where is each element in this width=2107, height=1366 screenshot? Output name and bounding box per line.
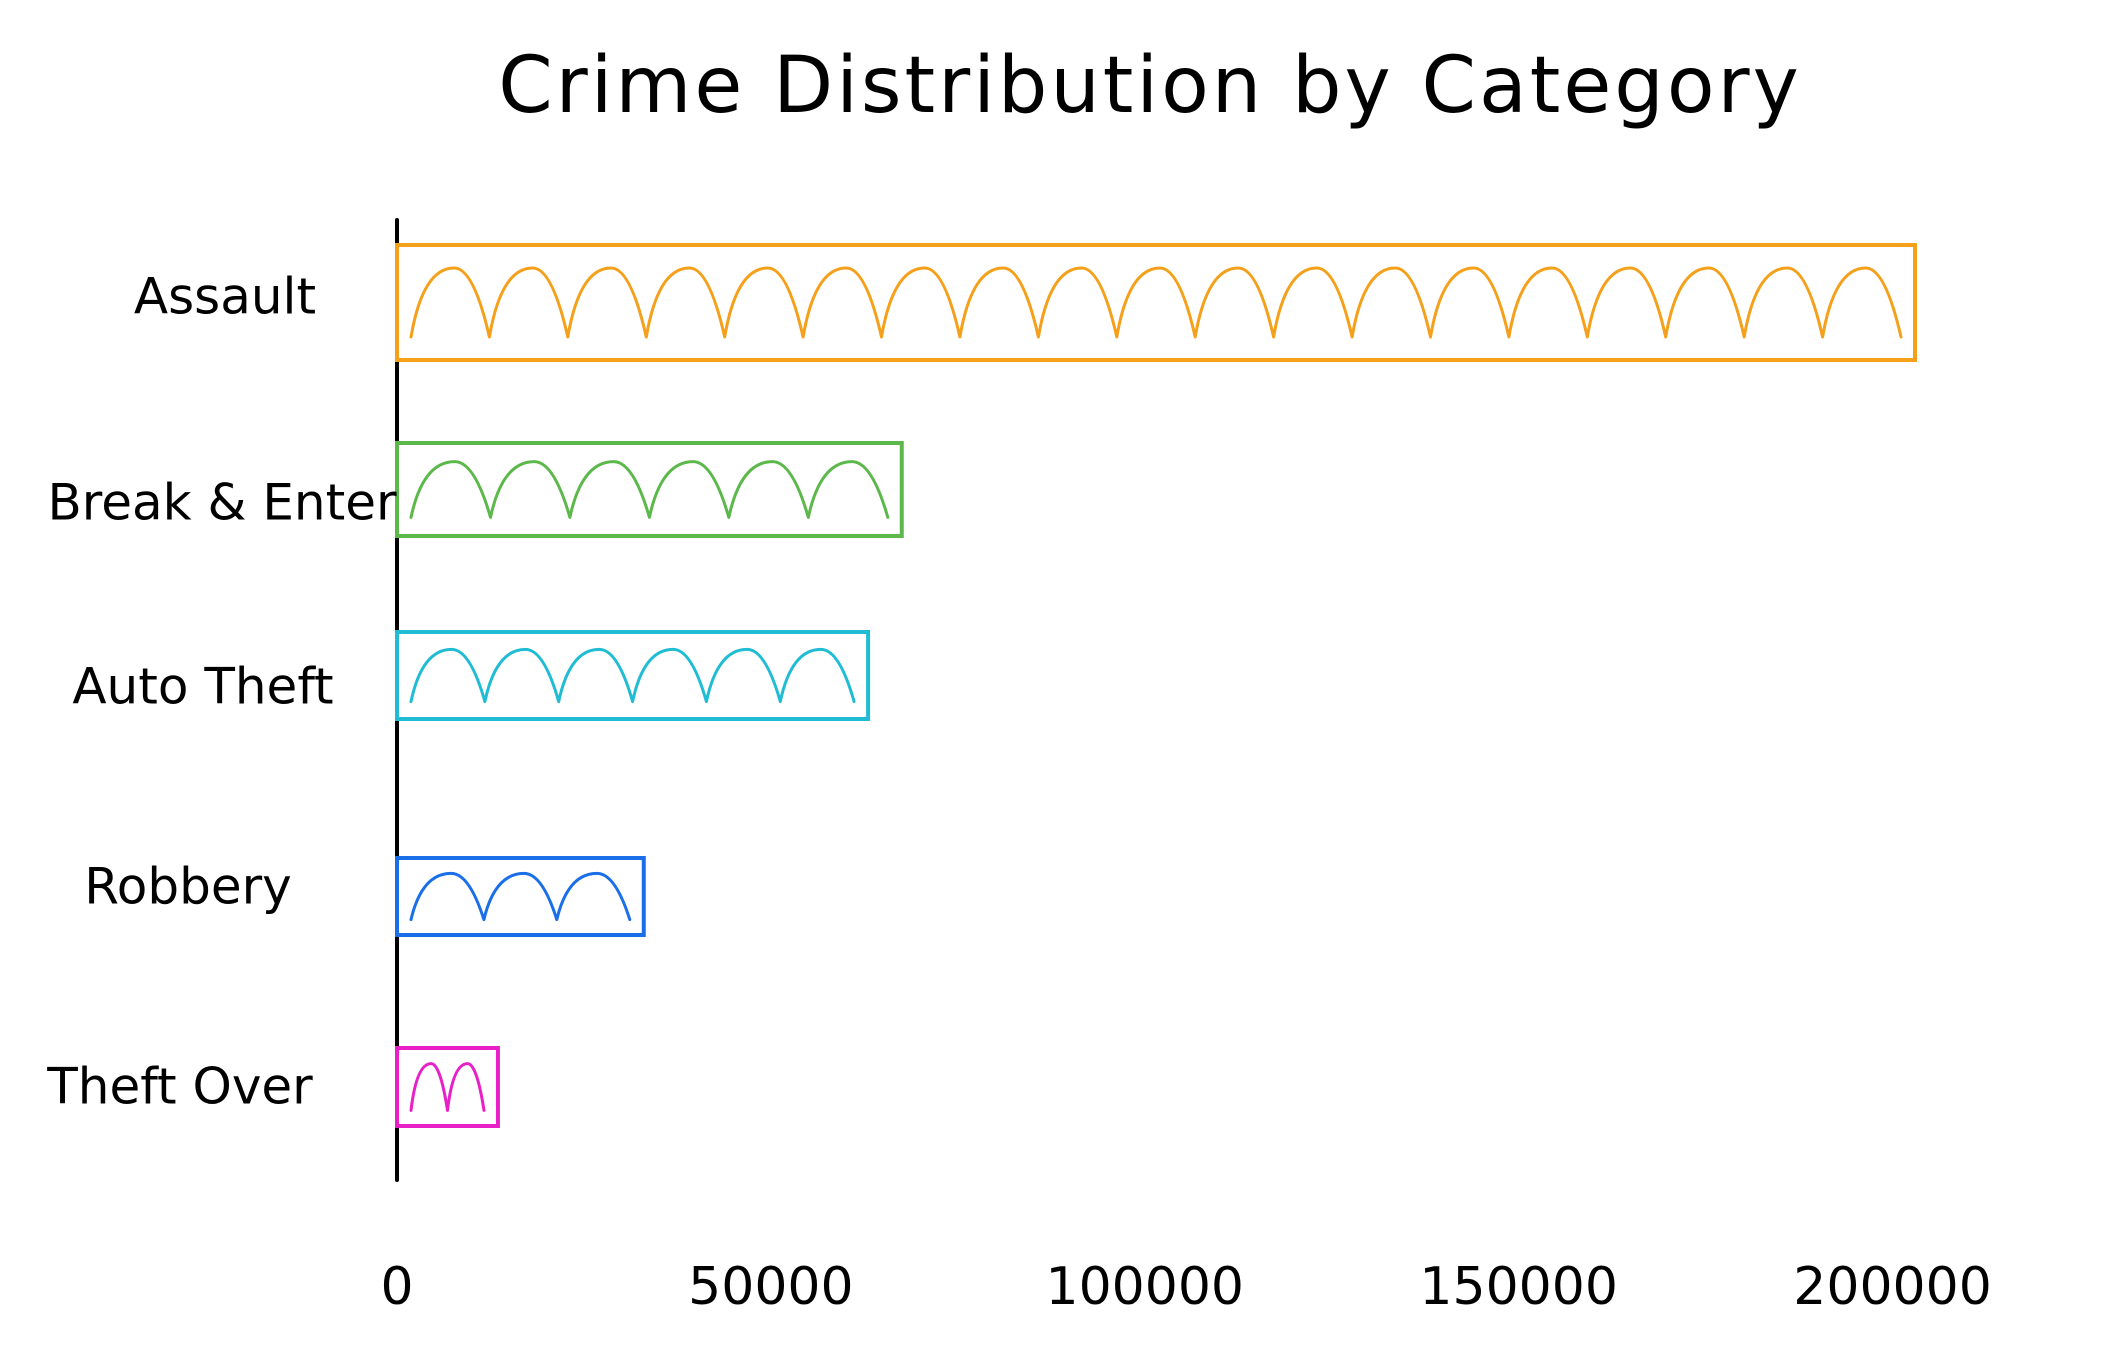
category-label-theft-over: Theft Over xyxy=(46,1058,313,1116)
x-tick-label-200000: 200000 xyxy=(1793,1257,1992,1317)
category-label-robbery: Robbery xyxy=(84,858,291,916)
bar-fill-auto-theft xyxy=(409,647,856,704)
x-axis-ticks: 0 50000 100000 150000 200000 xyxy=(380,1257,1991,1317)
x-tick-label-0: 0 xyxy=(380,1257,413,1317)
category-labels: Assault Break & Enter Auto Theft Robbery The… xyxy=(46,268,397,1116)
x-tick-label-50000: 50000 xyxy=(688,1257,853,1317)
chart-title: Crime Distribution by Category xyxy=(498,41,1802,131)
bar-auto-theft xyxy=(395,630,871,721)
bar-fill-robbery xyxy=(409,871,632,922)
category-label-auto-theft: Auto Theft xyxy=(72,658,333,716)
bars-layer xyxy=(395,243,1917,1128)
category-label-assault: Assault xyxy=(134,268,316,326)
bar-assault xyxy=(395,243,1917,362)
bar-fill-break-and-enter xyxy=(409,460,890,519)
x-tick-label-150000: 150000 xyxy=(1419,1257,1618,1317)
category-label-break-and-enter: Break & Enter xyxy=(47,474,397,532)
x-tick-label-100000: 100000 xyxy=(1046,1257,1245,1317)
bar-fill-theft-over xyxy=(409,1062,486,1112)
bar-fill-assault xyxy=(409,266,1903,339)
bar-theft-over xyxy=(395,1046,500,1128)
bar-break-and-enter xyxy=(395,441,904,538)
bar-robbery xyxy=(395,856,646,937)
